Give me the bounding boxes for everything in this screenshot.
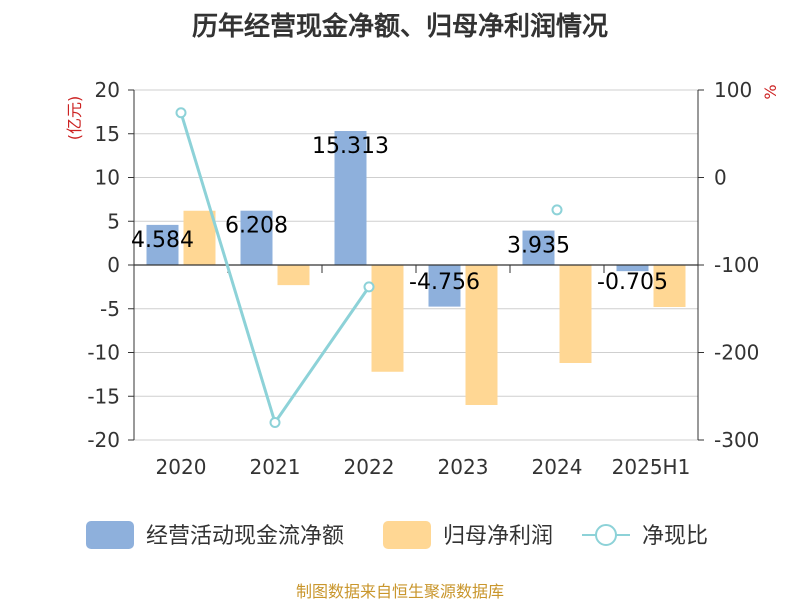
line-point-cash-ratio bbox=[175, 107, 187, 119]
left-axis-tick-label: 5 bbox=[107, 209, 120, 233]
bar-net-profit bbox=[277, 265, 310, 286]
bar-net-profit bbox=[371, 265, 404, 372]
left-axis-tick-label: -5 bbox=[100, 297, 120, 321]
right-axis-tick-label: -200 bbox=[714, 341, 759, 365]
left-axis-tick-label: 20 bbox=[95, 78, 120, 102]
category-label: 2021 bbox=[250, 455, 301, 479]
right-axis-tick-label: -100 bbox=[714, 253, 759, 277]
chart-title: 历年经营现金净额、归母净利润情况 bbox=[191, 12, 608, 42]
data-label: 4.584 bbox=[131, 228, 194, 253]
bar-net-profit bbox=[559, 265, 592, 363]
bar-operating-cashflow bbox=[428, 265, 461, 307]
bar-net-profit bbox=[183, 210, 216, 265]
bar-operating-cashflow bbox=[522, 230, 555, 265]
left-axis-tick-label: -20 bbox=[87, 428, 120, 452]
data-label: 6.208 bbox=[225, 214, 288, 239]
left-axis-unit: (亿元) bbox=[65, 96, 84, 141]
left-axis-tick-label: -10 bbox=[87, 341, 120, 365]
right-axis-tick-label: 100 bbox=[714, 78, 752, 102]
data-label: -4.756 bbox=[409, 270, 480, 295]
bar-operating-cashflow bbox=[146, 224, 179, 265]
data-label: 3.935 bbox=[507, 234, 570, 259]
category-label: 2025H1 bbox=[612, 455, 691, 479]
line-point-cash-ratio bbox=[363, 281, 375, 293]
legend-swatch-marker bbox=[595, 524, 617, 546]
left-axis-tick-label: 15 bbox=[95, 122, 120, 146]
left-axis-tick-label: 10 bbox=[95, 166, 120, 190]
legend-swatch-operating-cashflow bbox=[86, 521, 134, 549]
right-axis-unit: % bbox=[761, 84, 780, 99]
category-label: 2023 bbox=[438, 455, 489, 479]
left-axis-tick-label: -15 bbox=[87, 384, 120, 408]
right-axis-tick-label: -300 bbox=[714, 428, 759, 452]
legend-label: 经营活动现金流净额 bbox=[146, 524, 344, 549]
category-label: 2024 bbox=[532, 455, 583, 479]
category-label: 2022 bbox=[344, 455, 395, 479]
bar-net-profit bbox=[653, 265, 686, 307]
data-label: 15.313 bbox=[312, 134, 389, 159]
legend-swatch-net-profit bbox=[383, 521, 431, 549]
left-axis-tick-label: 0 bbox=[107, 253, 120, 277]
legend-label: 归母净利润 bbox=[443, 524, 553, 549]
line-point-cash-ratio bbox=[551, 204, 563, 216]
line-point-cash-ratio bbox=[269, 417, 281, 428]
bar-operating-cashflow bbox=[240, 210, 273, 265]
bar-net-profit bbox=[465, 265, 498, 405]
bar-operating-cashflow bbox=[334, 131, 367, 265]
category-label: 2020 bbox=[156, 455, 207, 479]
legend-label: 净现比 bbox=[642, 524, 708, 549]
right-axis-tick-label: 0 bbox=[714, 166, 727, 190]
bar-operating-cashflow bbox=[616, 265, 649, 272]
data-source-note: 制图数据来自恒生聚源数据库 bbox=[295, 582, 504, 601]
data-label: -0.705 bbox=[597, 270, 668, 295]
